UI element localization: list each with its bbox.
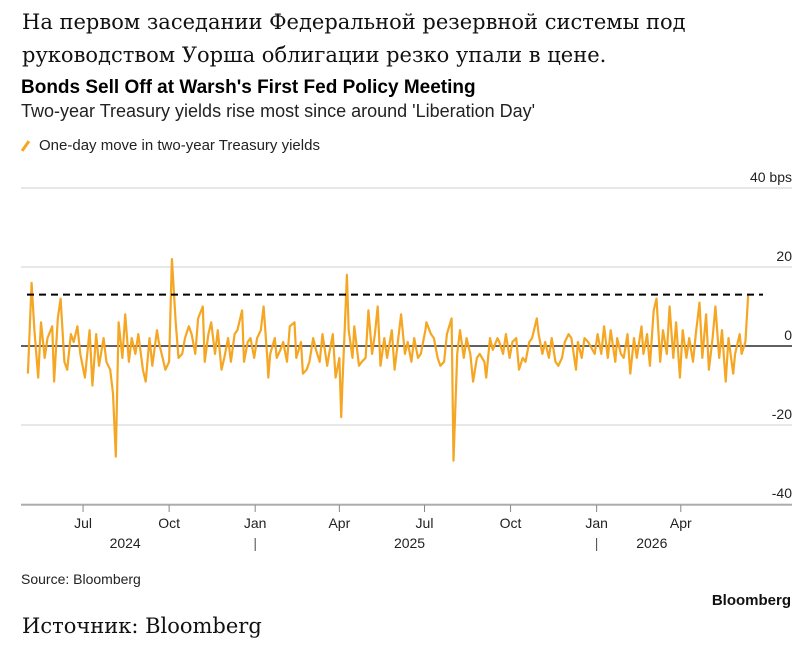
y-tick-label: 20 — [776, 248, 792, 264]
year-label: 2024 — [110, 535, 141, 551]
x-tick-label: Apr — [670, 515, 692, 531]
x-tick-label: Oct — [500, 515, 522, 531]
x-tick-label: Oct — [158, 515, 180, 531]
legend-label: One-day move in two-year Treasury yields — [39, 137, 320, 154]
series-line — [26, 258, 750, 462]
chart-source: Source: Bloomberg — [21, 571, 141, 587]
x-tick-label: Jul — [416, 515, 434, 531]
chart-subtitle: Two-year Treasury yields rise most since… — [21, 101, 536, 121]
chart-legend: One-day move in two-year Treasury yields — [20, 137, 320, 154]
x-tick-label: Apr — [328, 515, 350, 531]
x-tick-label: Jan — [585, 515, 608, 531]
article-caption-bottom: Источник: Bloomberg — [22, 614, 262, 638]
year-label: 2025 — [394, 535, 425, 551]
y-tick-label: 40 bps — [750, 169, 792, 185]
chart-title: Bonds Sell Off at Warsh's First Fed Poli… — [21, 77, 476, 98]
x-tick-label: Jan — [244, 515, 267, 531]
year-label: 2026 — [636, 535, 667, 551]
y-tick-label: -40 — [772, 485, 792, 501]
article-caption-top: На первом заседании Федеральной резервно… — [22, 10, 686, 67]
y-tick-label: 0 — [784, 327, 792, 343]
brand-logo: Bloomberg — [711, 592, 791, 609]
x-tick-label: Jul — [74, 515, 92, 531]
y-tick-label: -20 — [772, 406, 792, 422]
